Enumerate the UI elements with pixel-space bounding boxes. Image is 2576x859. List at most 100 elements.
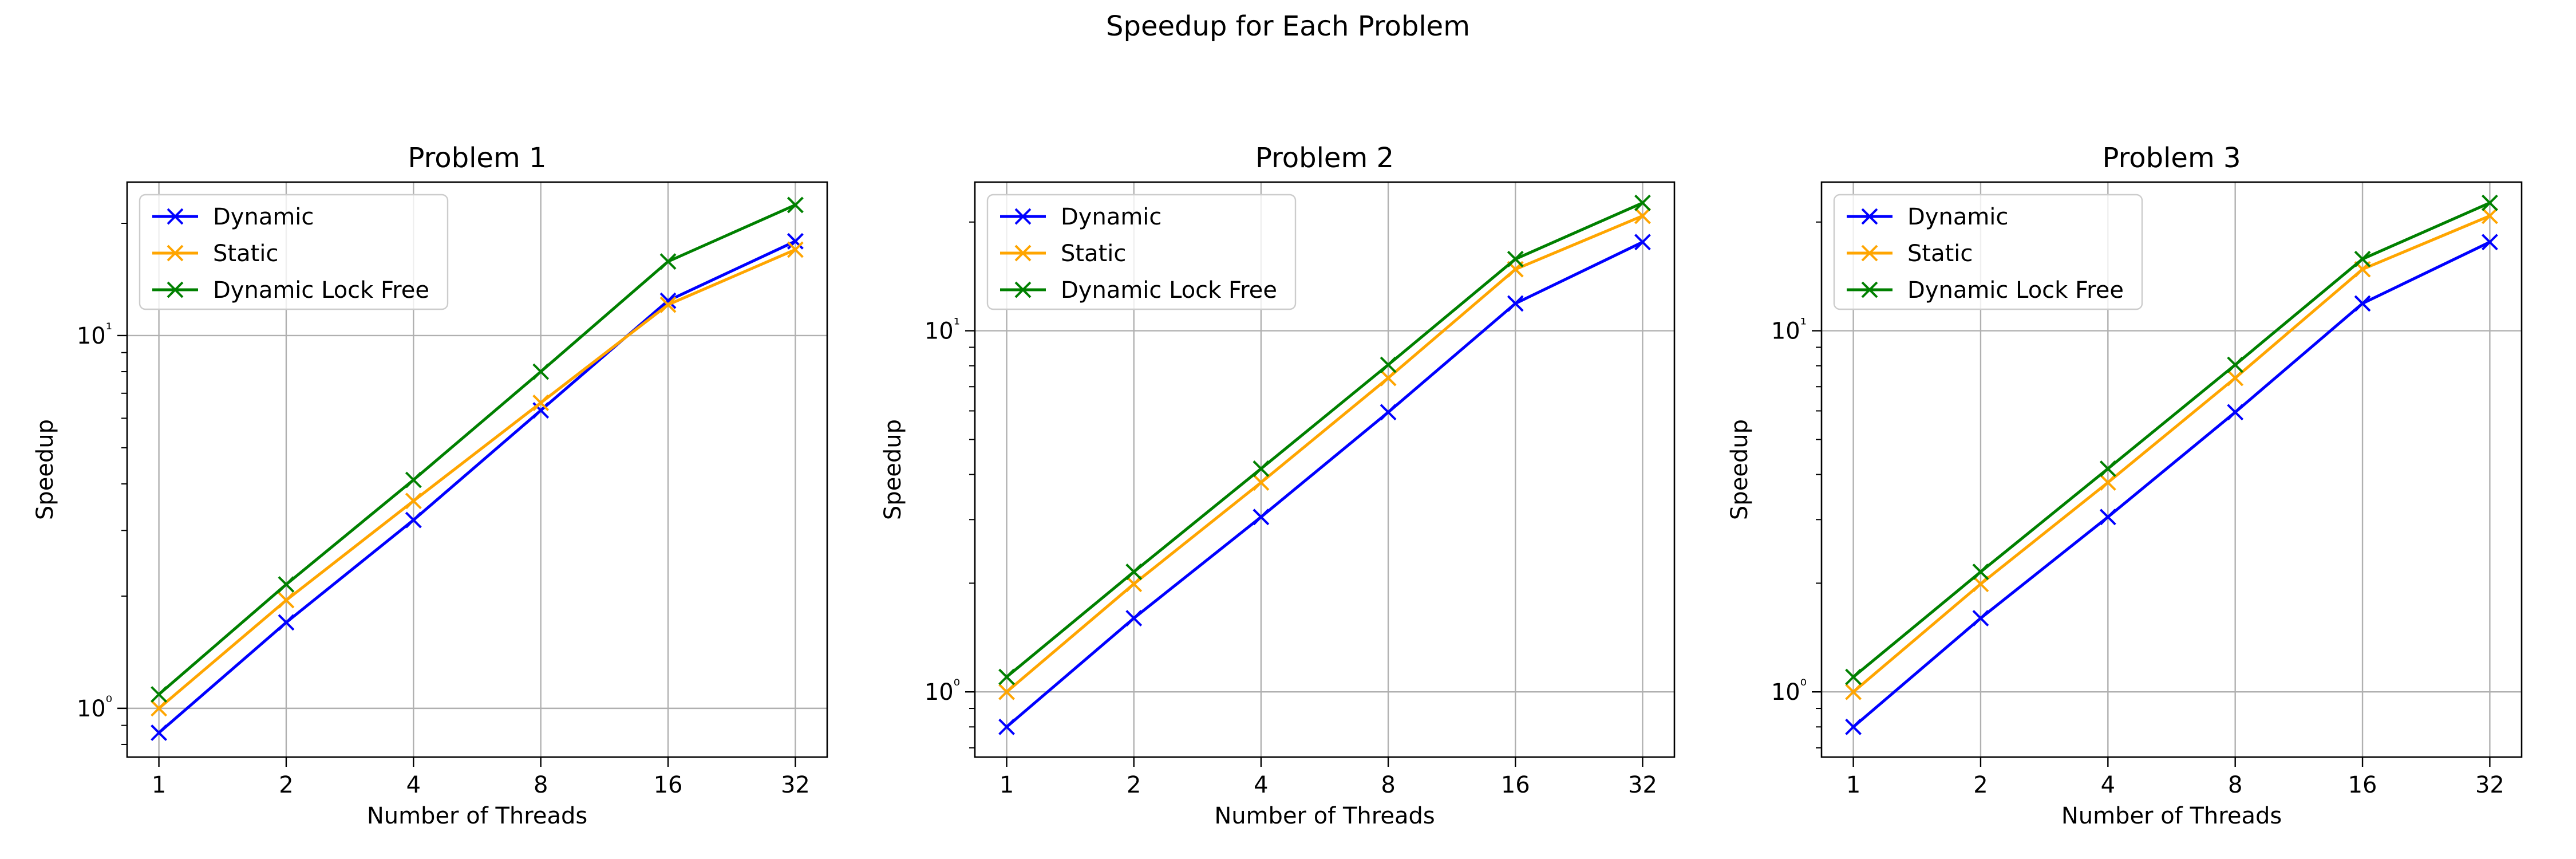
data-point-marker: [1380, 369, 1397, 387]
marker-stroke: [2354, 295, 2371, 312]
data-point-marker: [1972, 564, 1989, 580]
data-point-marker: [1972, 576, 1989, 593]
marker-stroke: [1380, 356, 1397, 373]
legend-label: Dynamic Lock Free: [1907, 277, 2124, 304]
data-point-marker: [532, 363, 550, 380]
data-point-marker: [532, 394, 550, 411]
legend-entry: Dynamic: [1847, 204, 2008, 230]
marker-stroke: [1634, 207, 1651, 224]
marker-stroke: [2099, 509, 2116, 526]
series-line-3: [157, 203, 796, 696]
marker-stroke: [405, 471, 422, 488]
data-point-marker: [659, 292, 677, 309]
y-axis-label: Speedup: [880, 419, 906, 520]
marker-stroke: [532, 394, 550, 411]
legend-label: Dynamic: [1061, 204, 1161, 230]
marker-stroke: [278, 592, 295, 609]
marker-stroke: [1845, 668, 1862, 685]
subplot-title: Problem 2: [1255, 142, 1394, 174]
y-axis-label: Speedup: [1726, 419, 1753, 520]
x-tick-label: 8: [534, 772, 548, 798]
x-tick-label: 16: [2348, 772, 2377, 798]
data-point-marker: [405, 492, 422, 510]
marker-stroke: [1972, 576, 1989, 593]
data-point-marker: [2099, 474, 2116, 491]
marker-stroke: [151, 686, 168, 703]
series-line-1: [1005, 241, 1643, 728]
x-tick-label: 8: [1381, 772, 1395, 798]
legend-marker: [1014, 208, 1032, 225]
legend-label: Dynamic: [213, 204, 314, 230]
legend-entry: Dynamic: [1000, 204, 1161, 230]
data-point-marker: [151, 724, 168, 741]
marker-stroke: [1125, 564, 1143, 580]
series-line-2: [1852, 214, 2491, 693]
legend-entry: Dynamic Lock Free: [1000, 277, 1277, 304]
subplot-2: 10⁰ 10¹ 1 2 4 8 16 32 Dynamic Static Dynamic Lock …: [880, 142, 1676, 829]
marker-stroke: [151, 700, 168, 717]
marker-stroke: [1972, 564, 1989, 580]
marker-stroke: [1845, 718, 1862, 735]
legend-entry: Dynamic Lock Free: [1847, 277, 2124, 304]
series-line-1: [1852, 241, 2491, 728]
data-point-marker: [1634, 194, 1651, 211]
data-point-marker: [1125, 610, 1143, 626]
marker-stroke: [278, 576, 295, 593]
marker-stroke: [405, 492, 422, 510]
data-point-marker: [2227, 369, 2244, 387]
data-point-marker: [1253, 474, 1270, 491]
y-tick-label: 10⁰: [1771, 676, 1807, 706]
legend-box: [1833, 194, 2143, 310]
legend-marker: [1861, 208, 1878, 225]
data-point-marker: [2227, 356, 2244, 373]
data-point-marker: [278, 592, 295, 609]
legend-marker: [167, 281, 184, 298]
legend-entry: Dynamic Lock Free: [152, 277, 429, 304]
marker-stroke: [998, 668, 1015, 685]
figure-suptitle: Speedup for Each Problem: [1106, 10, 1470, 42]
legend-box: [986, 194, 1297, 310]
legend-marker: [1861, 281, 1878, 298]
data-point-marker: [2354, 295, 2371, 312]
data-point-marker: [1507, 250, 1524, 267]
data-point-marker: [1845, 668, 1862, 685]
marker-stroke: [1253, 474, 1270, 491]
legend-label: Static: [213, 241, 278, 267]
data-point-marker: [1125, 564, 1143, 580]
marker-stroke: [787, 241, 804, 258]
marker-stroke: [1125, 576, 1143, 593]
x-tick-label: 1: [999, 772, 1014, 798]
x-axis-label: Number of Threads: [367, 803, 587, 829]
legend-marker: [167, 245, 184, 262]
data-point-marker: [1972, 610, 1989, 626]
legend-label: Dynamic: [1907, 204, 2008, 230]
data-point-marker: [1380, 356, 1397, 373]
series-line-3: [1005, 202, 1643, 679]
legend-label: Static: [1061, 241, 1126, 267]
data-point-marker: [151, 700, 168, 717]
data-point-marker: [1507, 295, 1524, 312]
series-line-2: [1005, 214, 1643, 693]
data-point-marker: [1845, 718, 1862, 735]
data-point-marker: [1634, 234, 1651, 251]
x-tick-label: 4: [406, 772, 421, 798]
legend: Dynamic Static Dynamic Lock Free: [986, 194, 1297, 310]
marker-stroke: [2227, 356, 2244, 373]
x-tick-label: 4: [2101, 772, 2115, 798]
axes-frame: [974, 181, 1676, 758]
x-tick-label: 8: [2228, 772, 2242, 798]
x-tick-label: 32: [2475, 772, 2504, 798]
marker-stroke: [2099, 474, 2116, 491]
y-tick-label: 10¹: [77, 320, 112, 349]
data-point-marker: [2354, 250, 2371, 267]
marker-stroke: [998, 683, 1015, 700]
x-axis-label: Number of Threads: [2061, 803, 2282, 829]
marker-stroke: [2354, 250, 2371, 267]
data-point-marker: [2227, 404, 2244, 421]
x-tick-label: 1: [152, 772, 166, 798]
legend: Dynamic Static Dynamic Lock Free: [1833, 194, 2143, 310]
legend-box: [139, 194, 449, 310]
x-tick-label: 16: [1501, 772, 1530, 798]
subplot-title: Problem 1: [408, 142, 546, 174]
data-point-marker: [405, 511, 422, 529]
